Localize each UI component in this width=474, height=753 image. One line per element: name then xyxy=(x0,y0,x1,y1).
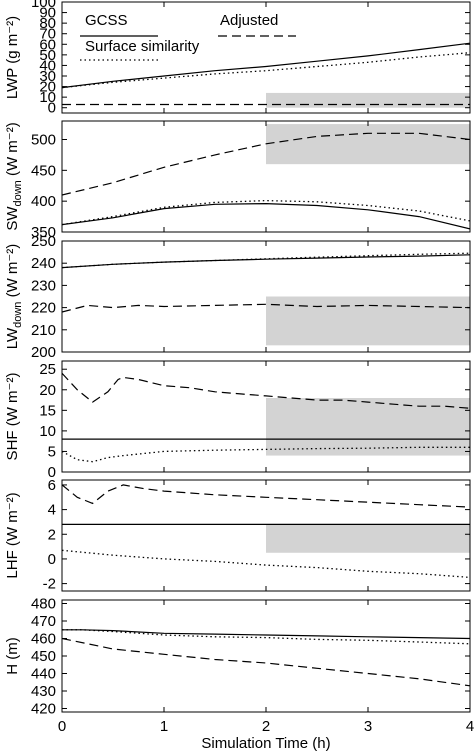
series-line-dotted xyxy=(62,446,470,463)
y-tick-label: 210 xyxy=(31,322,56,339)
y-tick-label: 200 xyxy=(31,344,56,361)
x-tick-label: 3 xyxy=(364,718,372,735)
shaded-region xyxy=(266,124,470,165)
legend-label: Adjusted xyxy=(220,12,278,29)
y-tick-label: 430 xyxy=(31,683,56,700)
y-axis-label: LWdown (W m⁻²) xyxy=(4,244,24,350)
series-line-dashed xyxy=(62,303,470,313)
plot-frame xyxy=(61,599,471,713)
y-tick-label: 70 xyxy=(39,26,56,43)
series-line-solid xyxy=(62,629,470,640)
y-tick-label: 0 xyxy=(48,464,56,481)
shaded-region xyxy=(266,524,470,553)
y-tick-label: 60 xyxy=(39,36,56,53)
y-tick-label: 230 xyxy=(31,277,56,294)
y-tick-label: 480 xyxy=(31,596,56,613)
legend-label: GCSS xyxy=(85,12,128,29)
y-tick-label: 100 xyxy=(31,0,56,11)
x-tick-label: 0 xyxy=(58,718,66,735)
y-axis-label: SHF (W m⁻²) xyxy=(4,373,21,461)
y-tick-label: 250 xyxy=(31,233,56,250)
series-line-dashed xyxy=(62,484,470,508)
y-tick-label: 20 xyxy=(39,79,56,96)
legend: GCSS Adjusted Surface similarity xyxy=(80,12,296,61)
y-tick-label: 10 xyxy=(39,423,56,440)
panel-4: 0 5 10 15 20 25 SHF (W m⁻²) xyxy=(4,360,471,481)
series-line-solid xyxy=(62,42,470,89)
y-tick-label: 350 xyxy=(31,224,56,241)
y-tick-label: 0 xyxy=(48,551,56,568)
y-tick-label: -2 xyxy=(43,576,56,593)
y-tick-label: 2 xyxy=(48,526,56,543)
panel-2: 350 400 450 500 SWdown (W m⁻²) xyxy=(4,120,471,241)
y-axis-label: LWP (g m⁻²) xyxy=(4,16,21,99)
y-tick-label: 500 xyxy=(31,132,56,149)
shaded-region xyxy=(266,296,470,346)
y-tick-label: 30 xyxy=(39,68,56,85)
y-tick-label: 220 xyxy=(31,300,56,317)
y-tick-label: 90 xyxy=(39,5,56,22)
series-line-solid xyxy=(62,254,470,269)
panel-3: 200 210 220 230 240 250 LWdown (W m⁻²) xyxy=(4,233,471,361)
y-tick-label: 420 xyxy=(31,701,56,718)
y-tick-label: 240 xyxy=(31,255,56,272)
y-tick-label: 450 xyxy=(31,648,56,665)
y-axis-label: H (m) xyxy=(4,637,21,675)
y-tick-label: 20 xyxy=(39,382,56,399)
series-line-dotted xyxy=(62,549,470,579)
series-line-dashed xyxy=(62,372,470,409)
y-axis-label: SWdown (W m⁻²) xyxy=(4,122,24,230)
y-tick-label: 450 xyxy=(31,162,56,179)
series-line-dashed xyxy=(62,637,470,687)
shaded-region xyxy=(266,92,470,108)
y-axis-label: LHF (W m⁻²) xyxy=(4,492,21,578)
y-tick-label: 15 xyxy=(39,402,56,419)
x-tick-label: 1 xyxy=(160,718,168,735)
y-tick-label: 50 xyxy=(39,47,56,64)
y-tick-label: 80 xyxy=(39,15,56,32)
series-line-dotted xyxy=(62,252,470,269)
x-axis-label: Simulation Time (h) xyxy=(201,735,330,752)
x-tick-label: 2 xyxy=(262,718,270,735)
shaded-region xyxy=(266,398,470,456)
y-tick-label: 5 xyxy=(48,443,56,460)
y-tick-label: 0 xyxy=(48,100,56,117)
series-line-dotted xyxy=(62,52,470,89)
y-tick-label: 440 xyxy=(31,666,56,683)
y-tick-label: 6 xyxy=(48,477,56,494)
series-line-dotted xyxy=(62,199,470,226)
series-line-dashed xyxy=(62,132,470,196)
series-line-dotted xyxy=(62,629,470,645)
y-tick-label: 470 xyxy=(31,613,56,630)
panel-5: -2 0 2 4 6 LHF (W m⁻²) xyxy=(4,477,471,593)
y-tick-label: 10 xyxy=(39,89,56,106)
x-tick-label: 4 xyxy=(466,718,474,735)
y-tick-label: 40 xyxy=(39,57,56,74)
y-tick-label: 4 xyxy=(48,502,56,519)
legend-label: Surface similarity xyxy=(85,38,200,55)
y-tick-label: 25 xyxy=(39,361,56,378)
series-line-solid xyxy=(62,202,470,230)
y-tick-label: 460 xyxy=(31,631,56,648)
y-tick-label: 400 xyxy=(31,193,56,210)
